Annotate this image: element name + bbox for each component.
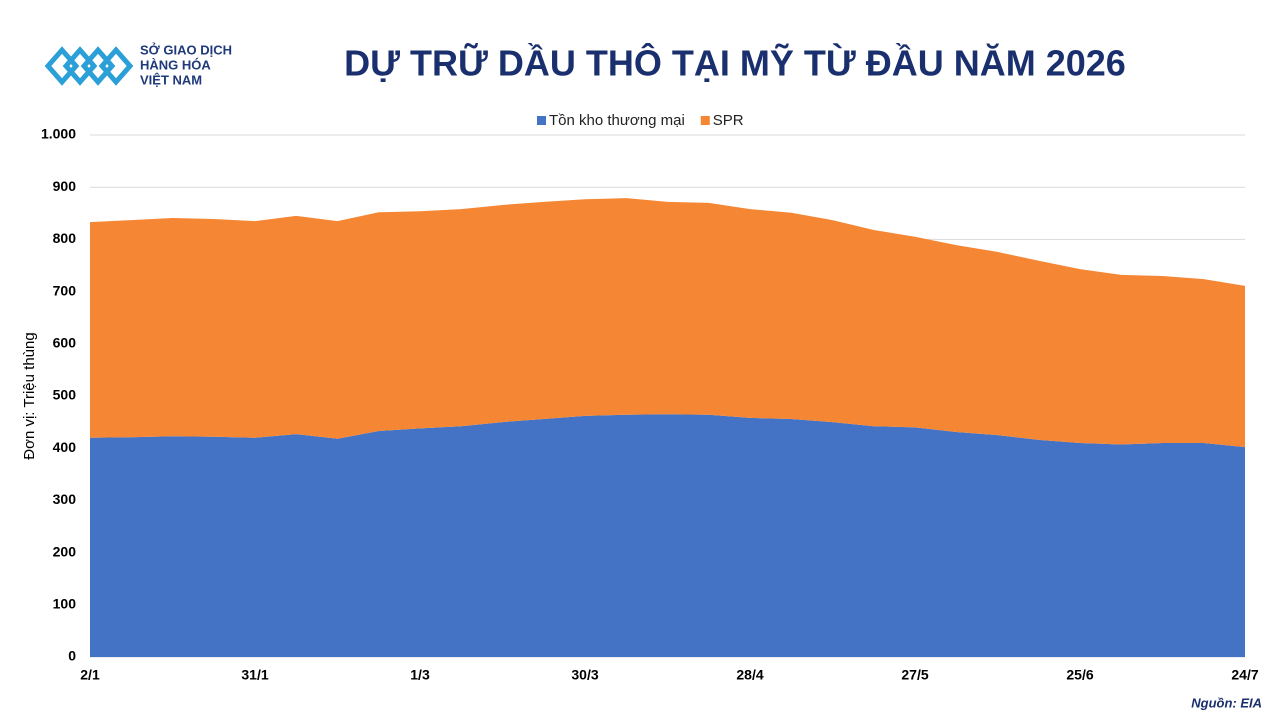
y-tick-label: 100 <box>53 596 77 612</box>
y-axis-label: Đơn vị: Triệu thùng <box>21 332 38 459</box>
x-tick-label: 27/5 <box>901 667 928 683</box>
x-tick-label: 1/3 <box>410 667 430 683</box>
y-tick-label: 300 <box>53 491 77 507</box>
chart-title: DỰ TRỮ DẦU THÔ TẠI MỸ TỪ ĐẦU NĂM 2026 <box>344 42 1126 84</box>
source: Nguồn: EIA <box>1191 695 1262 710</box>
legend-label: Tồn kho thương mại <box>549 112 685 129</box>
x-tick-label: 31/1 <box>241 667 268 683</box>
y-tick-label: 600 <box>53 335 77 351</box>
x-tick-label: 24/7 <box>1231 667 1258 683</box>
legend-swatch <box>700 116 710 125</box>
y-tick-label: 800 <box>53 230 77 246</box>
x-tick-label: 2/1 <box>80 667 100 683</box>
y-tick-label: 1.000 <box>41 126 76 142</box>
x-tick-label: 25/6 <box>1066 667 1093 683</box>
x-tick-label: 28/4 <box>736 667 763 683</box>
legend-label: SPR <box>713 112 744 129</box>
y-tick-label: 500 <box>53 387 77 403</box>
area <box>90 414 1245 657</box>
y-tick-label: 0 <box>68 648 76 664</box>
legend-swatch <box>537 116 546 125</box>
y-tick-label: 200 <box>53 543 77 559</box>
y-tick-label: 700 <box>53 282 77 298</box>
logo-text: VIỆT NAM <box>140 72 202 87</box>
area <box>90 198 1245 448</box>
logo-text: HÀNG HÓA <box>140 57 211 72</box>
logo-icon <box>44 46 134 86</box>
y-tick-label: 400 <box>53 439 77 455</box>
y-tick-label: 900 <box>53 178 77 194</box>
x-tick-label: 30/3 <box>571 667 598 683</box>
logo-text: SỞ GIAO DỊCH <box>140 42 232 57</box>
